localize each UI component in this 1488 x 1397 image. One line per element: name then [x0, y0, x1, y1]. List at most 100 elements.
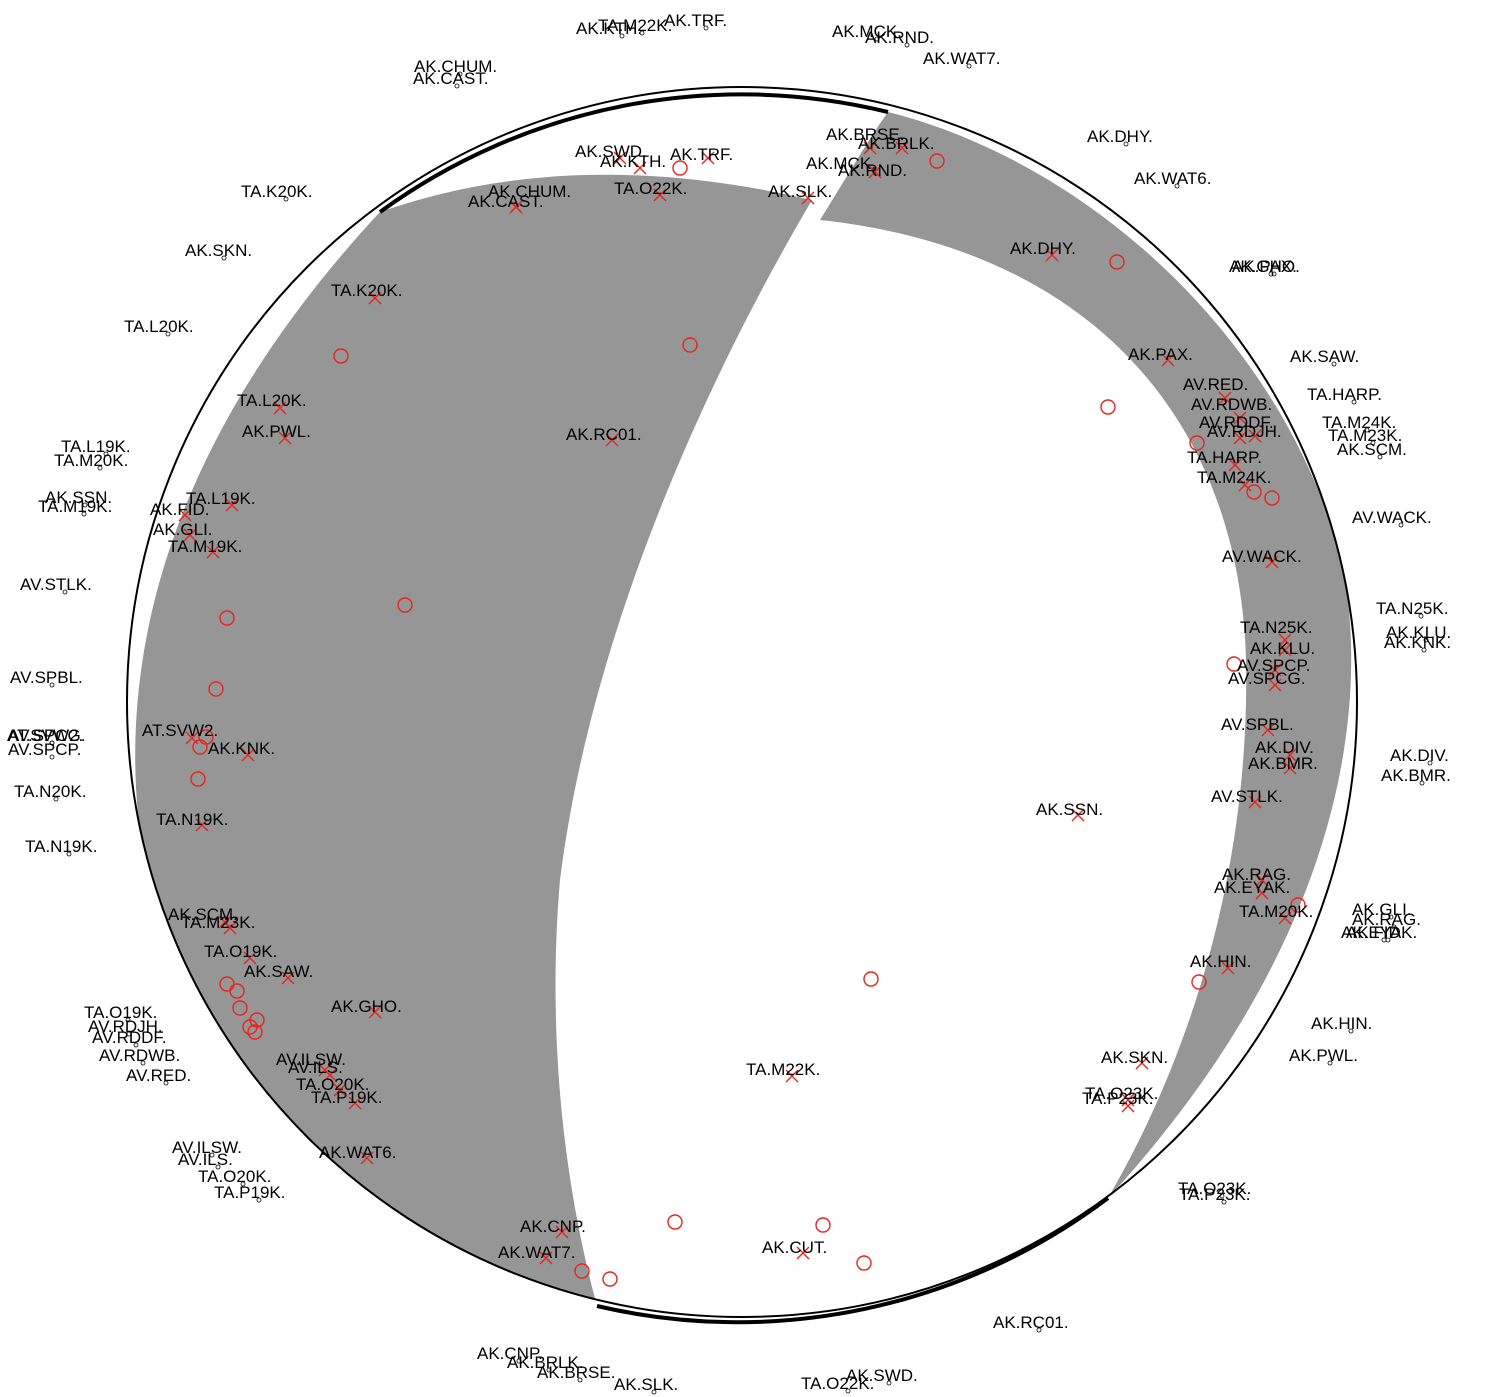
station-dot: [1219, 1193, 1225, 1199]
station-dot: [1036, 1327, 1042, 1333]
cross-mark: [701, 151, 715, 165]
cross-mark: [1255, 873, 1269, 887]
station-label: TA.O22K.: [614, 179, 687, 198]
outer-station-label: AV.RED.: [126, 1066, 191, 1085]
outer-station-label: TA.O20K.: [198, 1167, 271, 1186]
outer-station-label: AK.DIV.: [1390, 746, 1449, 765]
station-label: TA.M22K.: [746, 1060, 820, 1079]
compressional-quadrant-left: [135, 174, 812, 1307]
station-label: AK.KLU.: [1250, 639, 1315, 658]
outer-station-label: TA.M23K.: [1328, 426, 1402, 445]
station-dot: [49, 682, 55, 688]
sphere-station-labels: AK.SWD.AK.KTH. AK.TRF.TA.O22K.AK.CHUM.AK.…: [142, 125, 1318, 1262]
outer-station-label: AK.SSN.: [45, 488, 112, 507]
open-circle-mark: [856, 1255, 872, 1271]
station-label: TA.M23K.: [181, 913, 255, 932]
station-dot: [886, 1380, 892, 1386]
cross-mark: [1135, 1056, 1149, 1070]
station-dot: [651, 1389, 657, 1395]
station-dot: [215, 1164, 221, 1170]
sphere-outline-emphasis-top: [378, 92, 889, 214]
open-circle-mark: [397, 597, 413, 613]
station-dot: [140, 1060, 146, 1066]
open-circle-mark: [682, 337, 698, 353]
cross-mark: [633, 161, 647, 175]
outer-station-labels: TA.M22K.AK.KTH. AK.TRF.AK.MCK.AK.RND.AK.W…: [7, 11, 1451, 1394]
station-label: AK.SWD.: [575, 142, 647, 161]
outer-station-label: TA.N20K.: [14, 782, 86, 801]
station-label: AK.DHY.: [1010, 239, 1076, 258]
station-dot: [1174, 183, 1180, 189]
station-dot: [619, 33, 625, 39]
cross-marks: [178, 141, 1297, 1265]
cross-mark: [1283, 761, 1297, 775]
station-label: AK.BMR.: [1248, 754, 1318, 773]
outer-station-label: AK.WAT7.: [923, 49, 1000, 68]
station-label: AV.RDWB.: [1191, 395, 1272, 414]
outer-station-label: TA.M24K.: [1322, 413, 1396, 432]
station-dot: [577, 1377, 583, 1383]
station-dot: [49, 754, 55, 760]
outer-station-label: TA.M19K.: [38, 497, 112, 516]
open-circle-mark: [863, 971, 879, 987]
compressional-quadrant-right: [820, 112, 1352, 1198]
outer-station-label: AK.GHO.: [1229, 257, 1300, 276]
open-circle-mark: [1191, 974, 1207, 990]
cross-mark: [653, 188, 667, 202]
station-label: AK.CUT.: [762, 1238, 827, 1257]
station-label: AV.SPCG.: [1228, 669, 1305, 688]
station-label: AV.SPBL.: [1221, 715, 1294, 734]
station-label: AV.SPCP.: [1237, 656, 1310, 675]
outer-station-label: AV.SPCP.: [8, 740, 81, 759]
station-label: AK.PWL.: [242, 422, 311, 441]
cross-mark: [360, 1151, 374, 1165]
station-label: TA.P19K.: [311, 1088, 383, 1107]
outer-station-label: AV.RDJH.: [88, 1017, 163, 1036]
outer-station-label: AK.GLI.: [1352, 900, 1412, 919]
station-label: TA.L20K.: [237, 391, 307, 410]
cross-mark: [1161, 353, 1175, 367]
sphere-outline-emphasis-bottom: [596, 1196, 1110, 1325]
open-circle-mark: [1189, 435, 1205, 451]
station-label: AK.HIN.: [1190, 952, 1251, 971]
open-circle-mark: [219, 610, 235, 626]
outer-station-label: TA.P19K.: [214, 1183, 286, 1202]
cross-mark: [613, 151, 627, 165]
station-label: AK.TRF.: [670, 145, 733, 164]
station-dot: [1421, 647, 1427, 653]
station-label: AK.GHO.: [331, 997, 402, 1016]
cross-mark: [1248, 429, 1262, 443]
station-dot: [457, 71, 463, 77]
station-label: AK.SAW.: [244, 962, 313, 981]
cross-mark: [785, 1069, 799, 1083]
station-label: AK.RAG.: [1222, 865, 1291, 884]
open-circle-mark: [1264, 490, 1280, 506]
station-label: AK.SCM.: [168, 905, 238, 924]
station-label: AK.SLK.: [768, 182, 832, 201]
station-dot: [133, 1042, 139, 1048]
station-label: AK.WAT6.: [319, 1143, 396, 1162]
open-circle-mark: [1109, 254, 1125, 270]
outer-station-label: AK.PWL.: [1289, 1046, 1358, 1065]
outer-station-label: AK.HIN.: [1311, 1014, 1372, 1033]
open-circle-mark: [242, 1019, 258, 1035]
open-circle-mark: [1100, 399, 1116, 415]
cross-mark: [273, 401, 287, 415]
station-dot: [221, 255, 227, 261]
station-dot: [1268, 271, 1274, 277]
outer-station-label: AK.RC01.: [993, 1313, 1069, 1332]
station-dot: [81, 511, 87, 517]
outer-station-label: TA.O19K.: [84, 1003, 157, 1022]
open-circle-mark: [333, 348, 349, 364]
station-dot: [845, 1388, 851, 1394]
open-circle-mark: [1290, 897, 1306, 913]
open-circle-marks: [190, 153, 1306, 1287]
cross-mark: [178, 508, 192, 522]
outer-station-label: AK.KTH.: [576, 19, 642, 38]
open-circle-mark: [190, 771, 206, 787]
station-label: TA.K20K.: [331, 281, 403, 300]
outer-station-label: TA.O22K.: [801, 1374, 874, 1393]
cross-mark: [605, 433, 619, 447]
station-label: TA.N19K.: [156, 810, 228, 829]
station-dot: [703, 25, 709, 31]
